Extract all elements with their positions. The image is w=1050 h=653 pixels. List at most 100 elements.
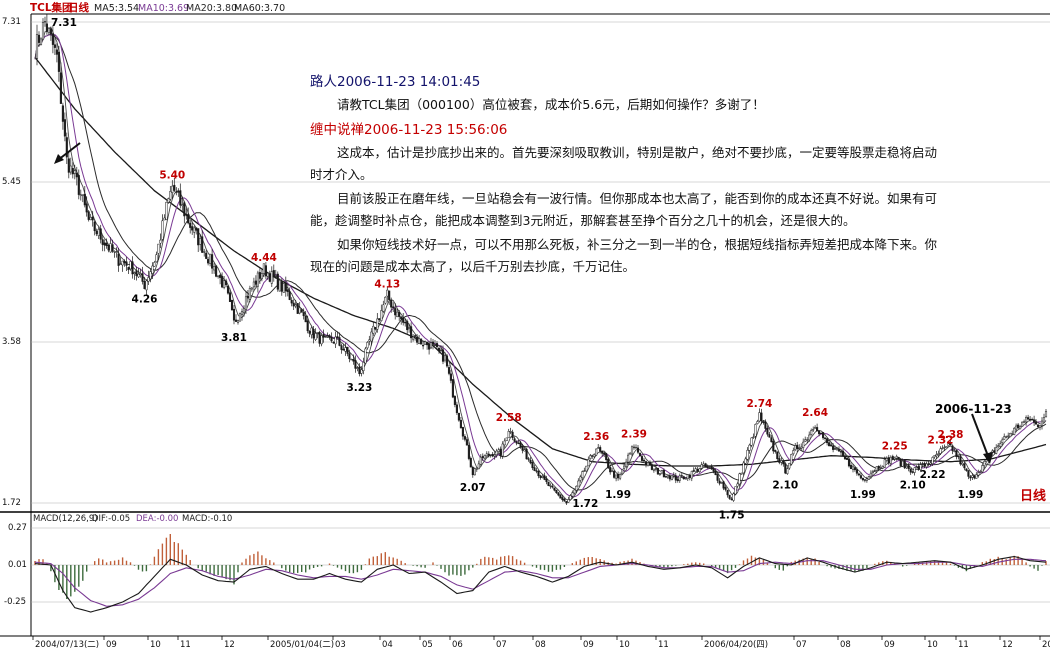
- price-label-2-39: 2.39: [621, 428, 647, 440]
- candle-body: [1005, 436, 1008, 438]
- candle: [670, 475, 673, 481]
- candle: [835, 446, 839, 451]
- candle: [1003, 433, 1006, 440]
- candle-body: [859, 475, 862, 479]
- candle-body: [658, 473, 661, 475]
- candle-body: [420, 338, 423, 345]
- candle-body: [346, 347, 349, 354]
- ma10-line: [34, 33, 1047, 498]
- date-label: 09: [106, 640, 117, 649]
- price-label-7-31: 7.31: [51, 17, 77, 29]
- candle-body: [57, 51, 60, 72]
- candle: [61, 102, 64, 130]
- candle: [551, 483, 554, 489]
- candle-body: [830, 444, 833, 447]
- candle: [694, 467, 697, 473]
- candle-body: [91, 216, 94, 221]
- candle-body: [193, 227, 196, 233]
- candle: [843, 452, 847, 460]
- candle-body: [328, 335, 331, 338]
- price-label-5-40: 5.40: [159, 169, 185, 181]
- candle-body: [477, 463, 480, 470]
- candle: [943, 444, 946, 451]
- candle: [350, 358, 353, 361]
- candle: [543, 472, 546, 481]
- candle: [640, 455, 644, 463]
- price-label-2-25: 2.25: [882, 440, 908, 452]
- candle: [515, 440, 518, 446]
- entry-arrow: [54, 142, 81, 164]
- date-label: 12: [224, 640, 235, 649]
- candle-body: [215, 265, 218, 277]
- candle: [879, 464, 882, 469]
- candle-body: [246, 295, 249, 299]
- candle-body: [1023, 421, 1026, 423]
- candle-body: [907, 465, 910, 469]
- candle-body: [67, 158, 70, 173]
- candle-body: [627, 454, 630, 463]
- candle: [73, 164, 76, 180]
- candle-body: [1009, 433, 1012, 437]
- candle-body: [135, 270, 138, 276]
- candle: [193, 225, 196, 239]
- candle: [652, 468, 655, 473]
- candle: [601, 450, 604, 457]
- candle-body: [336, 336, 339, 339]
- candle: [386, 287, 389, 303]
- candle-body: [927, 463, 930, 465]
- candle-body: [435, 343, 439, 348]
- candle: [354, 355, 357, 373]
- candle: [816, 423, 819, 432]
- candle: [782, 460, 785, 467]
- candle-body: [268, 274, 271, 282]
- candle: [680, 472, 683, 477]
- candle: [790, 453, 793, 466]
- candle: [810, 428, 813, 436]
- candle: [750, 437, 753, 448]
- candle-body: [666, 475, 669, 478]
- candle-body: [969, 476, 972, 479]
- candle-body: [646, 462, 650, 467]
- candle: [722, 480, 725, 491]
- candle-body: [820, 432, 823, 435]
- candle: [1017, 423, 1020, 429]
- candle-body: [201, 236, 204, 253]
- candle-body: [1021, 421, 1024, 427]
- candle-body: [169, 191, 172, 200]
- date-label: 2005/01/04(二): [270, 640, 334, 649]
- candle: [760, 408, 763, 425]
- candle-body: [181, 204, 184, 207]
- candle: [873, 469, 876, 472]
- candle: [529, 457, 532, 465]
- candle-body: [151, 265, 154, 274]
- candle-body: [760, 412, 763, 422]
- price-label-2-38: 2.38: [938, 429, 964, 441]
- candle-body: [1017, 424, 1020, 429]
- candle-body: [710, 466, 713, 470]
- candle-body: [634, 447, 638, 449]
- candle-body: [784, 463, 787, 474]
- candle: [426, 341, 429, 350]
- candle-body: [579, 476, 582, 481]
- candle-body: [145, 280, 148, 291]
- candle-body: [453, 396, 456, 405]
- candle: [632, 444, 636, 450]
- candle: [575, 485, 578, 493]
- candle-body: [139, 273, 142, 275]
- candle: [1038, 425, 1042, 431]
- candle-body: [137, 273, 140, 278]
- candle-body: [985, 459, 988, 462]
- candle: [274, 269, 277, 279]
- candle: [469, 456, 472, 468]
- candle: [1036, 424, 1040, 428]
- candle: [360, 366, 363, 377]
- price-gridlines: [31, 21, 1050, 504]
- candle: [1033, 415, 1036, 426]
- candle: [487, 451, 490, 458]
- candle-body: [764, 421, 767, 429]
- candle-body: [294, 304, 297, 307]
- candle: [979, 469, 982, 473]
- candle-body: [959, 456, 962, 465]
- candle-body: [219, 274, 222, 278]
- candle: [384, 296, 387, 305]
